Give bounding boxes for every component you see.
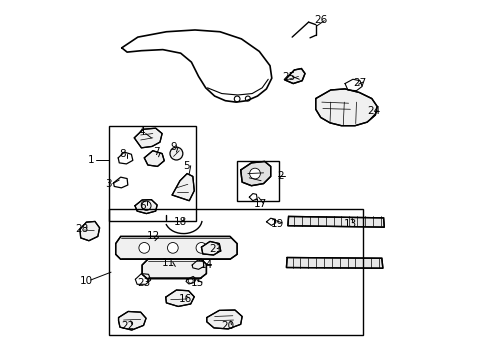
Polygon shape	[80, 221, 99, 241]
Text: 13: 13	[344, 219, 357, 229]
Circle shape	[249, 168, 260, 179]
Polygon shape	[316, 89, 377, 126]
Polygon shape	[241, 161, 270, 186]
Text: 23: 23	[138, 278, 151, 288]
Text: 14: 14	[200, 260, 213, 270]
Circle shape	[139, 243, 149, 253]
Polygon shape	[172, 174, 194, 201]
Bar	[109, 208, 363, 336]
Polygon shape	[134, 128, 162, 148]
Polygon shape	[166, 290, 194, 306]
Polygon shape	[119, 311, 146, 330]
Text: 9: 9	[170, 142, 177, 152]
Text: 16: 16	[178, 294, 192, 303]
Text: 17: 17	[253, 199, 267, 209]
Polygon shape	[285, 68, 305, 84]
Polygon shape	[142, 259, 206, 279]
Circle shape	[170, 147, 183, 160]
Text: 15: 15	[191, 278, 204, 288]
Text: 1: 1	[87, 156, 94, 165]
Text: 8: 8	[120, 149, 126, 159]
Bar	[237, 161, 279, 202]
Circle shape	[168, 243, 178, 253]
Polygon shape	[207, 310, 242, 329]
Text: 6: 6	[139, 201, 146, 211]
Polygon shape	[201, 242, 220, 255]
Polygon shape	[116, 237, 237, 259]
Polygon shape	[144, 151, 164, 166]
Text: 7: 7	[153, 147, 160, 157]
Polygon shape	[287, 257, 383, 268]
Text: 10: 10	[79, 276, 93, 286]
Text: 19: 19	[271, 219, 285, 229]
Text: 20: 20	[221, 321, 234, 331]
Text: 2: 2	[277, 171, 284, 181]
Text: 24: 24	[368, 107, 381, 116]
Text: 27: 27	[353, 78, 367, 88]
Bar	[109, 126, 196, 221]
Text: 25: 25	[282, 72, 295, 82]
Text: 4: 4	[138, 127, 145, 137]
Text: 5: 5	[183, 161, 189, 171]
Text: 28: 28	[75, 224, 88, 234]
Text: 22: 22	[121, 321, 134, 331]
Polygon shape	[135, 200, 157, 213]
Text: 18: 18	[173, 217, 187, 227]
Text: 3: 3	[105, 179, 112, 189]
Polygon shape	[288, 216, 384, 227]
Circle shape	[196, 243, 207, 253]
Text: 11: 11	[162, 258, 175, 268]
Text: 21: 21	[209, 244, 222, 253]
Text: 26: 26	[314, 15, 327, 25]
Text: 12: 12	[147, 231, 161, 242]
